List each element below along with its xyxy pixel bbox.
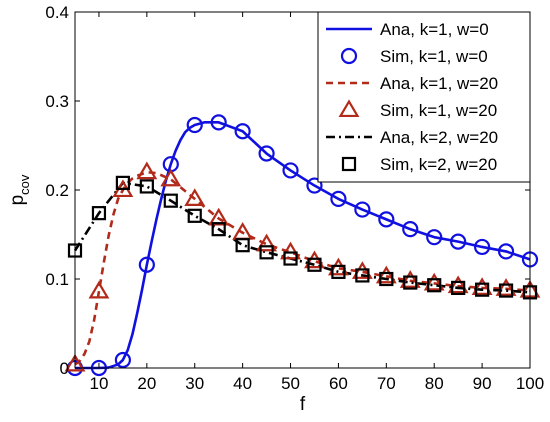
- point-sim-k-2-w-20-14: [403, 275, 418, 290]
- point-sim-k-1-w-0-17: [474, 238, 491, 256]
- series-layer: [73, 121, 531, 370]
- point-sim-k-1-w-0-5: [186, 116, 203, 134]
- point-sim-k-2-w-20-16: [451, 280, 466, 295]
- point-sim-k-2-w-20-4: [163, 193, 178, 208]
- tick-layer: 10 20 30 40 50 60 70 80 90 100 0 0.1 0.2 0.3 0.4: [45, 3, 544, 393]
- point-sim-k-1-w-0-15: [426, 229, 443, 246]
- point-sim-k-1-w-0-7: [234, 123, 251, 140]
- point-sim-k-1-w-0-2: [114, 351, 131, 369]
- point-sim-k-1-w-20-15: [423, 272, 445, 291]
- x-tick-label-4: 50: [281, 374, 300, 393]
- series-line-ana-k-1-w-0: [75, 121, 531, 370]
- point-sim-k-1-w-20-10: [304, 250, 325, 269]
- point-sim-k-1-w-20-0: [64, 353, 86, 372]
- point-sim-k-1-w-0-14: [402, 221, 419, 238]
- point-sim-k-1-w-20-6: [208, 207, 230, 226]
- point-sim-k-1-w-0-18: [497, 243, 515, 260]
- legend-marker-5: [341, 156, 357, 172]
- point-sim-k-1-w-0-11: [330, 190, 347, 207]
- legend-box: [317, 11, 531, 183]
- point-sim-k-2-w-20-13: [379, 271, 394, 287]
- point-sim-k-1-w-20-1: [88, 280, 110, 299]
- point-sim-k-2-w-20-15: [427, 278, 442, 293]
- x-tick-label-8: 90: [473, 374, 492, 393]
- legend: Ana, k=1, w=0 Sim, k=1, w=0 Ana, k=1, w=20…: [317, 11, 531, 183]
- point-sim-k-2-w-20-6: [211, 222, 226, 237]
- point-sim-k-2-w-20-8: [259, 245, 274, 260]
- point-sim-k-2-w-20-18: [498, 283, 514, 298]
- point-sim-k-1-w-20-9: [280, 241, 301, 260]
- point-sim-k-1-w-20-3: [136, 161, 158, 180]
- point-sim-k-1-w-0-6: [210, 114, 227, 131]
- y-axis-title: pcov: [7, 174, 32, 205]
- point-sim-k-2-w-20-17: [475, 282, 490, 297]
- point-sim-k-2-w-20-9: [283, 251, 298, 266]
- point-sim-k-2-w-20-3: [139, 179, 154, 194]
- x-tick-label-3: 40: [233, 374, 252, 393]
- point-sim-k-1-w-20-18: [495, 278, 517, 296]
- legend-label-5: Sim, k=2, w=20: [380, 155, 497, 174]
- series-line-ana-k-1-w-20: [74, 170, 531, 366]
- point-sim-k-2-w-20-10: [307, 257, 322, 272]
- legend-label-1: Sim, k=1, w=0: [380, 47, 488, 66]
- point-sim-k-1-w-20-14: [399, 270, 421, 288]
- point-sim-k-2-w-20-12: [355, 268, 370, 283]
- point-sim-k-1-w-0-9: [282, 162, 299, 179]
- point-sim-k-1-w-20-8: [256, 233, 278, 252]
- y-axis-title-subscript: cov: [17, 174, 32, 195]
- x-tick-label-1: 20: [137, 374, 156, 393]
- point-sim-k-2-w-20-5: [187, 208, 202, 223]
- legend-label-3: Sim, k=1, w=20: [380, 101, 497, 120]
- point-sim-k-1-w-20-13: [375, 265, 397, 284]
- y-tick-label-4: 0.4: [45, 3, 69, 22]
- point-sim-k-1-w-0-8: [258, 145, 275, 162]
- legend-label-2: Ana, k=1, w=20: [380, 74, 498, 93]
- legend-marker-3: [338, 99, 360, 118]
- point-sim-k-2-w-20-7: [235, 238, 250, 253]
- point-sim-k-2-w-20-2: [115, 175, 130, 190]
- point-sim-k-1-w-0-12: [354, 201, 371, 218]
- y-tick-label-3: 0.3: [45, 92, 69, 111]
- point-sim-k-1-w-0-13: [378, 211, 395, 228]
- point-sim-k-1-w-20-17: [471, 277, 493, 295]
- point-sim-k-1-w-20-5: [184, 188, 206, 206]
- x-tick-label-0: 10: [89, 374, 108, 393]
- point-sim-k-2-w-20-1: [91, 206, 107, 221]
- point-sim-k-1-w-20-4: [160, 168, 182, 187]
- x-axis-title: f: [300, 394, 306, 415]
- y-axis-title-main: p: [7, 195, 28, 206]
- y-tick-label-2: 0.2: [45, 181, 69, 200]
- point-sim-k-1-w-0-10: [306, 177, 323, 194]
- point-sim-k-1-w-20-16: [447, 275, 469, 294]
- point-sim-k-1-w-20-11: [327, 257, 349, 276]
- x-tick-label-9: 100: [516, 374, 544, 393]
- legend-label-0: Ana, k=1, w=0: [380, 20, 489, 39]
- legend-marker-1: [340, 47, 358, 65]
- x-tick-label-2: 30: [185, 374, 204, 393]
- x-tick-label-7: 80: [425, 374, 444, 393]
- point-sim-k-2-w-20-11: [331, 264, 346, 279]
- legend-label-4: Ana, k=2, w=20: [380, 128, 498, 147]
- point-sim-k-1-w-0-16: [450, 233, 467, 250]
- y-tick-label-1: 0.1: [45, 270, 69, 289]
- point-sim-k-1-w-20-12: [351, 261, 373, 279]
- point-sim-k-1-w-0-3: [138, 256, 155, 273]
- y-tick-label-0: 0: [60, 359, 69, 378]
- x-tick-label-6: 70: [377, 374, 396, 393]
- x-tick-label-5: 60: [329, 374, 348, 393]
